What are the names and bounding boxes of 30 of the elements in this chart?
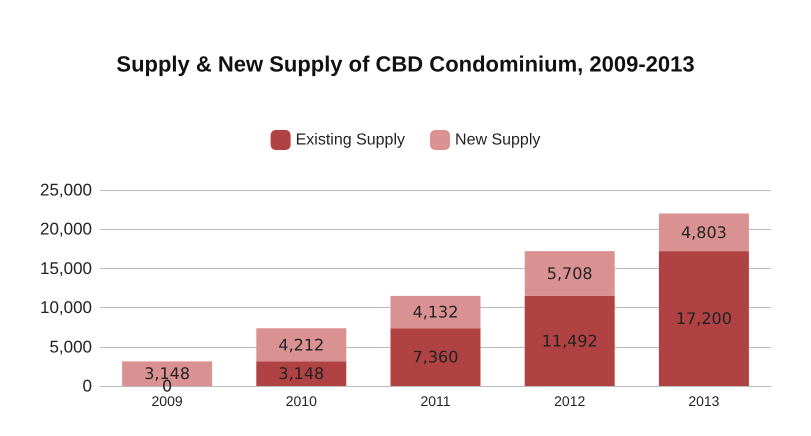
x-tick-label: 2011 bbox=[420, 393, 451, 409]
data-label: 3,148 bbox=[278, 364, 324, 384]
data-label: 4,212 bbox=[278, 335, 324, 354]
legend-label: New Supply bbox=[455, 132, 540, 148]
data-label: 11,492 bbox=[542, 331, 598, 350]
bar bbox=[658, 213, 749, 252]
bar bbox=[524, 251, 615, 296]
y-tick-label: 0 bbox=[82, 376, 92, 396]
chart-title: Supply & New Supply of CBD Condominium, 2009-2013 bbox=[116, 52, 695, 76]
x-tick-label: 2012 bbox=[554, 393, 586, 409]
data-label: 7,360 bbox=[412, 348, 458, 367]
y-tick-label: 25,000 bbox=[40, 180, 92, 200]
bar bbox=[390, 296, 480, 328]
y-tick-label: 15,000 bbox=[40, 258, 92, 278]
x-tick-label: 2009 bbox=[152, 393, 183, 409]
x-tick-label: 2013 bbox=[688, 393, 720, 409]
bar bbox=[256, 328, 346, 362]
legend-label: Existing Supply bbox=[296, 132, 406, 148]
bar bbox=[256, 361, 346, 386]
data-label: 5,708 bbox=[546, 264, 593, 284]
y-tick-label: 20,000 bbox=[40, 220, 92, 239]
y-tick-label: 10,000 bbox=[40, 298, 92, 318]
x-tick-label: 2010 bbox=[286, 393, 318, 409]
bar bbox=[390, 328, 480, 386]
data-label: 17,200 bbox=[676, 309, 732, 328]
data-label: 4,132 bbox=[412, 302, 458, 322]
data-label: 4,803 bbox=[680, 222, 727, 242]
bar bbox=[524, 296, 615, 386]
bar bbox=[658, 251, 749, 386]
y-tick-label: 5,000 bbox=[49, 337, 92, 356]
